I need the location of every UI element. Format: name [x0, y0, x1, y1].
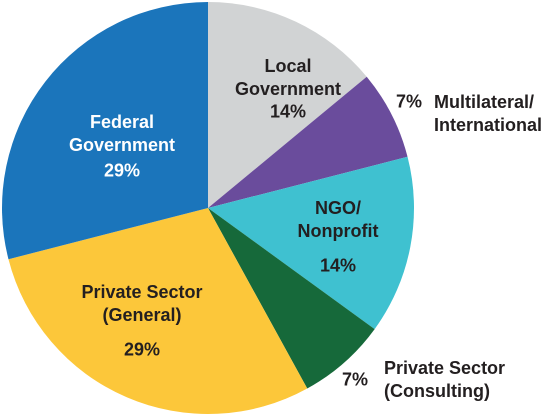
slice-label: NGO/ Nonprofit	[297, 198, 379, 241]
pie-slice	[2, 2, 208, 260]
slice-label: Multilateral/ International	[434, 92, 543, 135]
value-label: 7%	[342, 369, 369, 390]
pie-slice	[208, 208, 375, 389]
slice-label: Federal Government	[68, 112, 176, 155]
pie-slice	[208, 156, 414, 330]
value-label: 7%	[396, 91, 423, 112]
value-label: 29%	[103, 160, 141, 181]
slice-label: Local Government	[234, 56, 342, 99]
slice-label: Private Sector (General)	[81, 282, 203, 325]
value-label: 29%	[123, 339, 161, 360]
slice-label: Private Sector (Consulting)	[384, 358, 506, 401]
pie-slice	[208, 2, 367, 208]
value-label: 14%	[319, 255, 357, 276]
value-label: 14%	[269, 101, 307, 122]
pie-slice	[8, 208, 308, 414]
pie-slice	[208, 76, 408, 208]
